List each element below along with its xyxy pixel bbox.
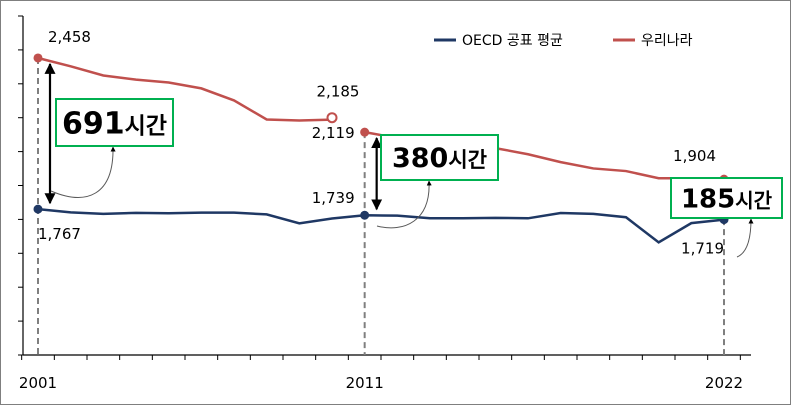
x-tick-label: 2022	[705, 374, 743, 392]
data-value-label: 2,119	[312, 124, 355, 142]
data-point-marker	[33, 204, 43, 214]
data-value-label: 1,904	[673, 147, 716, 165]
x-tick-label: 2001	[19, 374, 57, 392]
data-value-label: 1,767	[38, 225, 81, 243]
hollow-point-marker	[326, 112, 338, 124]
gap-value: 185	[681, 184, 735, 214]
gap-unit: 시간	[735, 188, 772, 212]
data-point-marker	[360, 127, 370, 137]
legend-label: OECD 공표 평균	[462, 33, 563, 49]
gap-value: 380	[392, 143, 448, 174]
gap-annotation-label: 185시간	[681, 184, 773, 214]
gap-annotation-box	[55, 98, 174, 147]
callout-arrow	[50, 146, 116, 198]
x-tick-label: 2011	[346, 374, 384, 392]
gap-annotation-box	[380, 134, 499, 181]
data-point-marker	[33, 53, 43, 63]
data-point-marker	[360, 210, 370, 220]
data-value-label: 2,185	[317, 83, 360, 101]
gap-unit: 시간	[448, 148, 487, 172]
series-line-oecd	[37, 207, 725, 244]
callout-arrow	[736, 218, 754, 258]
series-line-korea-2001-2010	[37, 56, 333, 122]
gap-unit: 시간	[125, 113, 167, 139]
callout-arrow	[376, 180, 432, 229]
gap-annotation-label: 691시간	[62, 106, 167, 141]
data-value-label: 1,719	[681, 240, 724, 258]
legend-label: 우리나라	[641, 33, 693, 49]
data-value-label: 1,739	[312, 189, 355, 207]
data-value-label: 2,458	[48, 28, 91, 46]
gap-annotation-label: 380시간	[392, 143, 487, 174]
gap-annotation-box	[670, 177, 783, 219]
gap-value: 691	[62, 106, 125, 141]
